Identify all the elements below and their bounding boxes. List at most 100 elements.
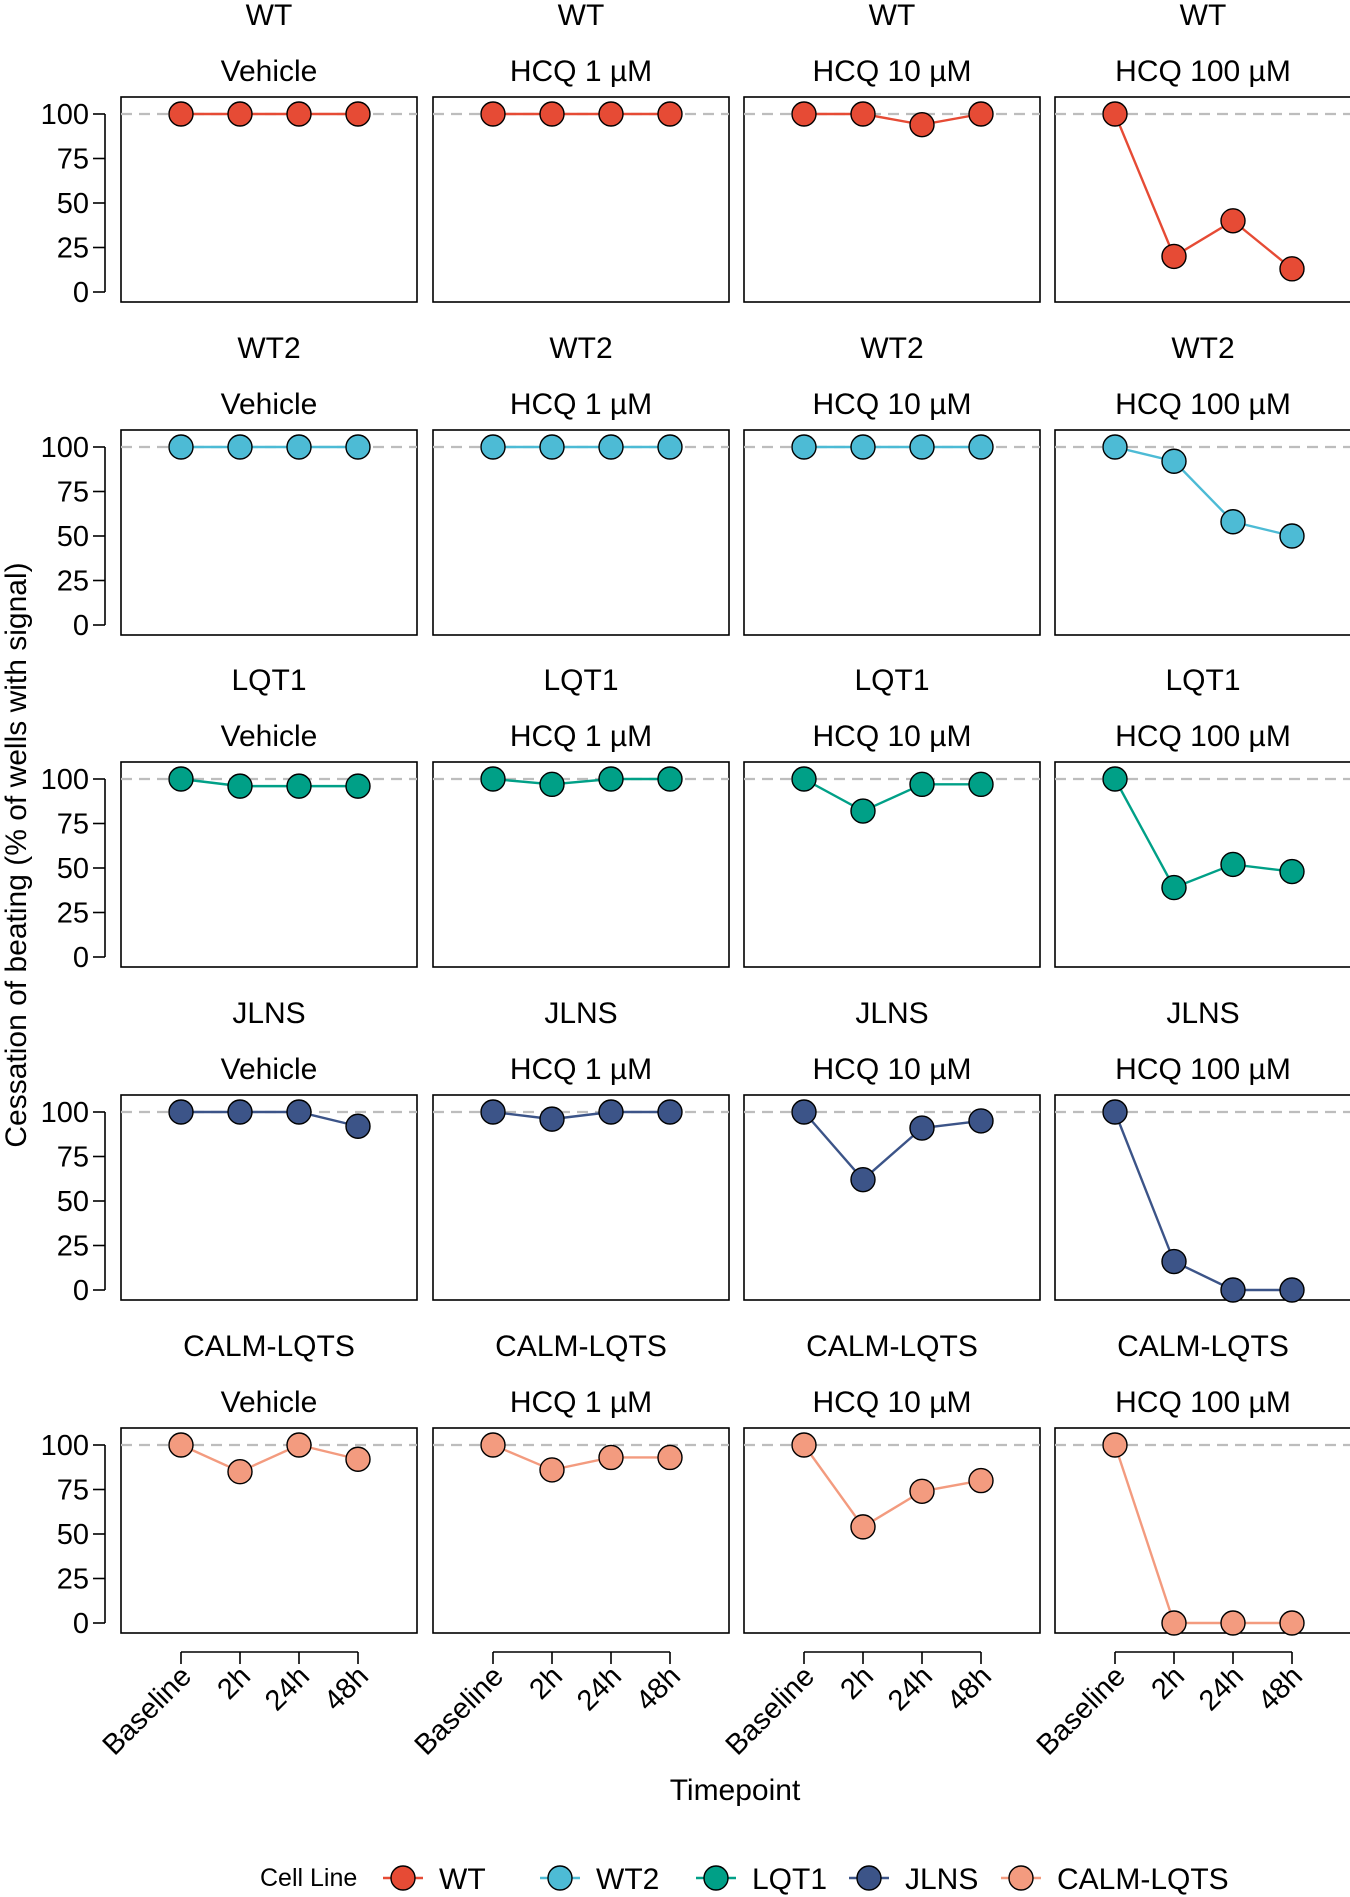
panel-border <box>432 96 730 303</box>
data-point-24h <box>1220 208 1246 234</box>
data-point-48h <box>1279 1610 1305 1636</box>
data-point-baseline <box>1102 1432 1128 1458</box>
strip-label-treatment: HCQ 100 µM <box>1115 720 1291 753</box>
series-line-lqt1 <box>1113 778 1293 890</box>
y-axis-title: Cessation of beating (% of wells with si… <box>0 562 33 1147</box>
strip-label-cell-line: LQT1 <box>231 664 306 697</box>
legend-key-point <box>856 1865 882 1891</box>
data-point-2h <box>539 1106 565 1132</box>
series-line-jlns <box>181 1110 359 1128</box>
data-point-baseline <box>791 101 817 127</box>
strip-label-cell-line: JLNS <box>544 997 617 1030</box>
data-point-baseline <box>1102 101 1128 127</box>
y-tick-label: 25 <box>57 566 89 598</box>
data-point-24h <box>909 434 935 460</box>
series-line-wt <box>1113 113 1293 270</box>
strip-label-treatment: Vehicle <box>221 1053 318 1086</box>
y-tick-label: 50 <box>57 188 89 220</box>
data-point-48h <box>968 1108 994 1134</box>
series-line-wt2 <box>1114 445 1293 538</box>
series-line-lqt1 <box>180 777 358 788</box>
data-point-2h <box>1161 448 1187 474</box>
panel-border <box>120 429 418 636</box>
legend-key-point <box>1008 1865 1034 1891</box>
panel-border <box>432 1094 730 1301</box>
series-line-calm-lqts <box>492 1443 670 1472</box>
y-tick-label: 25 <box>57 898 89 930</box>
strip-label-cell-line: JLNS <box>232 997 305 1030</box>
data-point-2h <box>1161 1610 1187 1636</box>
legend-label-jlns: JLNS <box>905 1863 978 1896</box>
x-tick-label: 24h <box>571 1660 628 1717</box>
panel-border <box>1054 1427 1350 1634</box>
y-tick-label: 100 <box>41 432 89 464</box>
data-point-2h <box>539 101 565 127</box>
legend-title: Cell Line <box>260 1864 357 1892</box>
series-line-wt <box>804 112 982 126</box>
data-point-48h <box>968 101 994 127</box>
panel-border <box>120 1094 418 1301</box>
data-point-2h <box>1161 243 1187 270</box>
data-point-48h <box>657 101 683 127</box>
data-point-48h <box>968 771 994 798</box>
legend-label-wt2: WT2 <box>596 1863 659 1896</box>
strip-label-cell-line: LQT1 <box>854 664 929 697</box>
data-point-2h <box>1161 874 1187 901</box>
strip-label-treatment: HCQ 10 µM <box>813 55 972 88</box>
data-point-48h <box>657 434 683 460</box>
strip-label-treatment: Vehicle <box>221 720 318 753</box>
y-tick-label: 0 <box>73 277 89 309</box>
strip-label-treatment: Vehicle <box>221 388 318 421</box>
data-point-48h <box>345 1113 371 1139</box>
x-tick-label: 48h <box>630 1660 687 1717</box>
y-tick-label: 50 <box>57 1186 89 1218</box>
data-point-48h <box>657 766 683 792</box>
strip-label-cell-line: WT2 <box>549 332 612 365</box>
data-point-baseline <box>480 1432 506 1458</box>
series-line-jlns <box>1113 1111 1292 1292</box>
panel-border <box>743 429 1041 636</box>
strip-label-treatment: HCQ 1 µM <box>510 720 652 753</box>
x-tick-label: 2h <box>212 1660 257 1705</box>
series-line-jlns <box>492 1110 670 1121</box>
data-point-2h <box>539 1457 565 1483</box>
y-tick-label: 0 <box>73 1608 89 1640</box>
data-point-24h <box>909 771 935 798</box>
data-point-48h <box>657 1099 683 1125</box>
data-point-2h <box>850 1166 876 1193</box>
x-tick-label: 48h <box>1252 1660 1309 1717</box>
y-tick-label: 75 <box>57 1475 89 1507</box>
data-point-baseline <box>168 434 194 460</box>
strip-label-cell-line: JLNS <box>1166 997 1239 1030</box>
panel-border <box>743 761 1041 968</box>
panel-border <box>743 1094 1041 1301</box>
y-tick-label: 0 <box>73 610 89 642</box>
strip-label-treatment: Vehicle <box>221 1386 318 1419</box>
data-point-48h <box>345 434 371 460</box>
data-point-24h <box>598 101 624 127</box>
strip-label-treatment: HCQ 1 µM <box>510 55 652 88</box>
y-tick-label: 50 <box>57 521 89 553</box>
panel-border <box>1054 96 1350 303</box>
data-point-baseline <box>480 766 506 792</box>
panel-border <box>743 96 1041 303</box>
x-tick-label: 2h <box>524 1660 569 1705</box>
strip-label-treatment: HCQ 1 µM <box>510 388 652 421</box>
x-tick-label: 2h <box>835 1660 880 1705</box>
y-tick-label: 75 <box>57 809 89 841</box>
data-point-24h <box>286 1099 312 1125</box>
x-tick-label: 48h <box>318 1660 375 1717</box>
y-tick-label: 50 <box>57 1519 89 1551</box>
y-tick-label: 50 <box>57 853 89 885</box>
x-tick-label: Baseline <box>720 1660 821 1761</box>
y-tick-label: 75 <box>57 144 89 176</box>
data-point-baseline <box>791 434 817 460</box>
data-point-24h <box>286 434 312 460</box>
data-point-24h <box>286 773 312 799</box>
data-point-48h <box>1279 1277 1305 1303</box>
strip-label-treatment: HCQ 10 µM <box>813 1386 972 1419</box>
strip-label-cell-line: WT <box>869 0 916 32</box>
data-point-2h <box>539 771 565 798</box>
data-point-24h <box>598 1444 624 1471</box>
data-point-24h <box>909 1478 935 1504</box>
